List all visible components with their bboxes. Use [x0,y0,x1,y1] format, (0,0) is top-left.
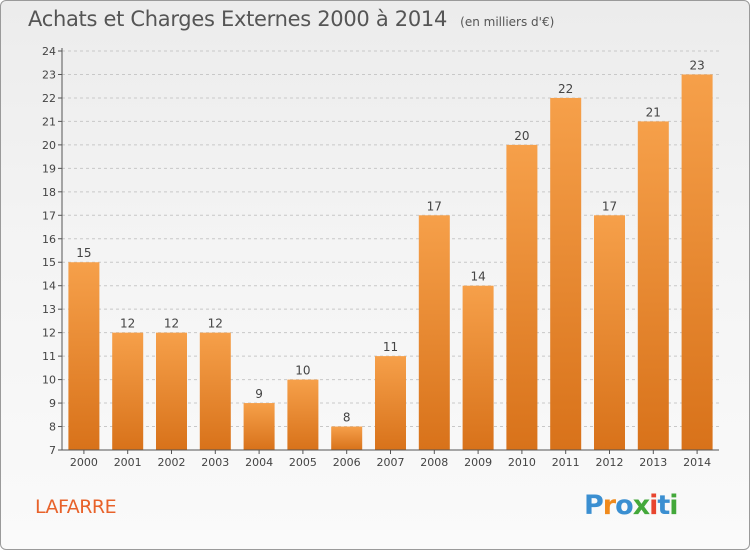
data-label: 11 [383,340,398,354]
bar-2008 [418,215,450,450]
bar-2004 [243,403,275,450]
x-tick-label: 2009 [464,456,492,469]
y-tick-label: 14 [42,280,56,293]
x-tick-label: 2006 [333,456,361,469]
x-tick-label: 2010 [508,456,536,469]
bar-2014 [681,74,713,451]
proxiti-logo: Proxiti [584,490,679,521]
y-tick-label: 18 [42,186,56,199]
y-tick-label: 19 [42,162,56,175]
y-tick-label: 16 [42,233,56,246]
data-label: 22 [558,82,573,96]
logo-letter: i [669,490,678,521]
y-tick-label: 8 [49,421,56,434]
data-label: 12 [208,317,223,331]
x-tick-label: 2011 [552,456,580,469]
data-label: 17 [427,199,442,213]
x-tick-label: 2012 [596,456,624,469]
x-tick-label: 2007 [377,456,405,469]
axes [58,48,719,454]
x-tick-label: 2001 [114,456,142,469]
data-label: 20 [514,129,529,143]
logo-letter: P [584,490,604,521]
y-tick-label: 20 [42,139,56,152]
bar-2001 [112,332,144,450]
bar-2009 [462,285,494,450]
bars [68,74,713,451]
data-label: 10 [295,364,310,378]
logo-letter: x [632,490,650,521]
x-tick-label: 2013 [639,456,667,469]
logo-letter: o [615,490,634,521]
x-tick-label: 2005 [289,456,317,469]
bar-2012 [594,215,625,450]
y-tick-label: 11 [42,350,56,363]
y-tick-label: 9 [49,397,56,410]
x-tick-label: 2004 [245,456,273,469]
labels: 7 8 9 10 11 12 13 14 15 16 17 18 19 20 21 22 23 24 15 2000 1… [42,45,711,469]
data-label: 15 [76,246,91,260]
x-tick-label: 2008 [420,456,448,469]
bar-2002 [156,332,187,450]
logo-letter: i [649,490,658,521]
logo-letter: r [602,490,616,521]
bar-2005 [287,379,319,450]
data-label: 23 [689,58,704,72]
y-tick-label: 15 [42,256,56,269]
data-label: 21 [646,105,661,119]
bar-2007 [375,356,406,450]
y-tick-label: 24 [42,45,56,58]
data-label: 12 [120,317,135,331]
y-tick-label: 23 [42,68,56,81]
bar-2013 [637,121,669,450]
bar-2003 [199,332,231,450]
y-tick-label: 22 [42,92,56,105]
chart-unit-note: (en milliers d'€) [460,15,555,29]
y-tick-label: 17 [42,209,56,222]
title-row: Achats et Charges Externes 2000 à 2014 (… [28,7,554,31]
data-label: 14 [470,270,485,284]
data-label: 9 [255,387,263,401]
y-tick-label: 7 [49,444,56,457]
logo-letter: t [657,490,670,521]
bar-2006 [331,426,363,450]
data-label: 12 [164,317,179,331]
x-tick-label: 2002 [158,456,186,469]
y-tick-label: 13 [42,303,56,316]
x-tick-label: 2003 [201,456,229,469]
x-tick-label: 2014 [683,456,711,469]
bar-2011 [550,97,582,451]
data-label: 17 [602,199,617,213]
y-tick-label: 12 [42,327,56,340]
bar-2000 [68,262,100,450]
data-label: 8 [343,411,351,425]
y-tick-label: 21 [42,115,56,128]
commune-name: LAFARRE [35,496,117,518]
y-tick-label: 10 [42,374,56,387]
x-tick-label: 2000 [70,456,98,469]
bar-2010 [506,144,538,450]
chart-title: Achats et Charges Externes 2000 à 2014 [28,7,448,31]
